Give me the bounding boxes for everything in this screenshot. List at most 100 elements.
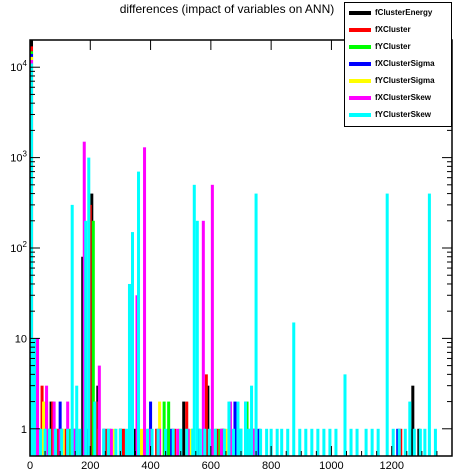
- y-tick-label: 10: [15, 333, 27, 345]
- bar-fYClusterSkew: [195, 220, 199, 456]
- bar-fXClusterSkew: [36, 338, 40, 456]
- bar-fYClusterSkew: [213, 428, 217, 456]
- bar-fYClusterSkew: [48, 428, 52, 456]
- bar-fYClusterSkew: [265, 428, 269, 456]
- bar-fYClusterSkew: [30, 63, 34, 457]
- bar-fYClusterSkew: [364, 428, 368, 456]
- bar-fYClusterSkew: [127, 283, 131, 456]
- bar-fYCluster: [67, 428, 71, 456]
- bar-fYClusterSkew: [185, 428, 189, 456]
- bar-fYClusterSkew: [102, 428, 106, 456]
- x-axis: 0 200 400 600 800 1000 1200: [27, 40, 438, 472]
- chart-title: differences (impact of variables on ANN): [119, 2, 335, 16]
- y-tick-label: 104: [10, 59, 27, 74]
- bar-fYClusterSkew: [259, 428, 263, 456]
- legend-entry: fXClusterSkew: [349, 91, 451, 105]
- bar-fYClusterSkew: [244, 401, 248, 456]
- bar-fYClusterSkew: [87, 157, 91, 456]
- y-tick-label: 102: [10, 240, 27, 255]
- x-tick-label: 0: [27, 460, 33, 472]
- bar-fYClusterSkew: [164, 428, 168, 456]
- bar-fYClusterSkew: [322, 428, 326, 456]
- legend-entry: fYClusterSigma: [349, 74, 451, 88]
- legend-swatch: [349, 113, 371, 117]
- bar-fYClusterSkew: [54, 428, 58, 456]
- bar-fXClusterSkew: [45, 385, 49, 456]
- bar-fYClusterSkew: [198, 428, 202, 456]
- bar-fYClusterSkew: [118, 428, 122, 456]
- bar-fYClusterSkew: [33, 338, 37, 456]
- legend-entry: fYCluster: [349, 40, 451, 54]
- legend-swatch: [349, 11, 371, 15]
- legend-label: fYClusterSkew: [375, 110, 432, 119]
- bar-fXCluster: [51, 401, 55, 456]
- bar-fXClusterSkew: [176, 428, 180, 456]
- bar-fYClusterSkew: [78, 428, 82, 456]
- bar-fYClusterSkew: [146, 428, 150, 456]
- bar-fYClusterSkew: [227, 401, 231, 456]
- legend-swatch: [349, 45, 371, 49]
- bar-fYClusterSkew: [231, 428, 235, 456]
- bar-fYClusterSkew: [403, 428, 407, 456]
- bar-fYClusterSkew: [355, 428, 359, 456]
- bar-fXClusterSkew: [143, 147, 147, 457]
- legend-swatch: [349, 96, 371, 100]
- legend-entry: fXCluster: [349, 23, 451, 37]
- bar-fXClusterSkew: [210, 184, 214, 457]
- bar-fYClusterSkew: [93, 401, 97, 456]
- bar-fYClusterSkew: [203, 428, 207, 456]
- legend: fClusterEnergy fXCluster fYCluster fXCluste…: [344, 2, 452, 127]
- bar-fXClusterSkew: [97, 365, 101, 456]
- bar-fYClusterSkew: [423, 428, 427, 456]
- bar-fYClusterSkew: [60, 428, 64, 456]
- bar-fYClusterSkew: [298, 428, 302, 456]
- legend-entry: fYClusterSkew: [349, 108, 451, 122]
- bar-fYClusterSkew: [66, 428, 70, 456]
- x-tick-label: 600: [202, 460, 220, 472]
- bar-fYClusterSkew: [70, 204, 74, 456]
- bar-fYClusterSkew: [156, 428, 160, 456]
- bar-fYClusterSkew: [236, 401, 240, 456]
- bar-fYClusterSkew: [269, 428, 273, 456]
- legend-entry: fXClusterSigma: [349, 57, 451, 71]
- bar-fYClusterSkew: [370, 428, 374, 456]
- bar-fYClusterSkew: [84, 220, 88, 456]
- legend-swatch: [349, 79, 371, 83]
- legend-label: fClusterEnergy: [375, 8, 433, 17]
- bar-fYCluster: [91, 220, 95, 456]
- bar-fYClusterSkew: [114, 428, 118, 456]
- bar-fXCluster: [121, 428, 125, 456]
- x-tick-label: 200: [81, 460, 99, 472]
- bar-fYClusterSkew: [412, 428, 416, 456]
- y-tick-label: 103: [10, 150, 27, 165]
- legend-label: fXCluster: [375, 25, 411, 34]
- bar-fYClusterSkew: [408, 401, 412, 456]
- bar-fYClusterSkew: [137, 171, 141, 456]
- legend-label: fYClusterSigma: [375, 76, 435, 85]
- bar-fXCluster: [105, 428, 109, 456]
- legend-label: fXClusterSigma: [375, 59, 435, 68]
- bar-fYClusterSkew: [280, 428, 284, 456]
- bar-fYClusterSkew: [247, 428, 251, 456]
- bar-fYClusterSkew: [376, 428, 380, 456]
- legend-swatch: [349, 62, 371, 66]
- bar-fYClusterSkew: [397, 428, 401, 456]
- legend-swatch: [349, 28, 371, 32]
- bar-fYClusterSkew: [334, 428, 338, 456]
- bar-fYClusterSkew: [39, 428, 43, 456]
- legend-entry: fClusterEnergy: [349, 6, 451, 20]
- y-tick-label: 1: [21, 424, 27, 436]
- bar-fYClusterSkew: [254, 193, 258, 456]
- bar-fYClusterSkew: [192, 184, 196, 457]
- bar-fXClusterSkew: [109, 428, 113, 456]
- bar-fYClusterSkew: [391, 428, 395, 456]
- bar-fXClusterSkew: [201, 220, 205, 456]
- bar-fYCluster: [167, 401, 171, 456]
- x-tick-label: 1200: [379, 460, 403, 472]
- bar-fYClusterSkew: [250, 385, 254, 456]
- bar-fClusterEnergy: [411, 385, 415, 456]
- bar-fYClusterSkew: [310, 428, 314, 456]
- bar-fYClusterSkew: [286, 428, 290, 456]
- bar-fYClusterSkew: [385, 193, 389, 456]
